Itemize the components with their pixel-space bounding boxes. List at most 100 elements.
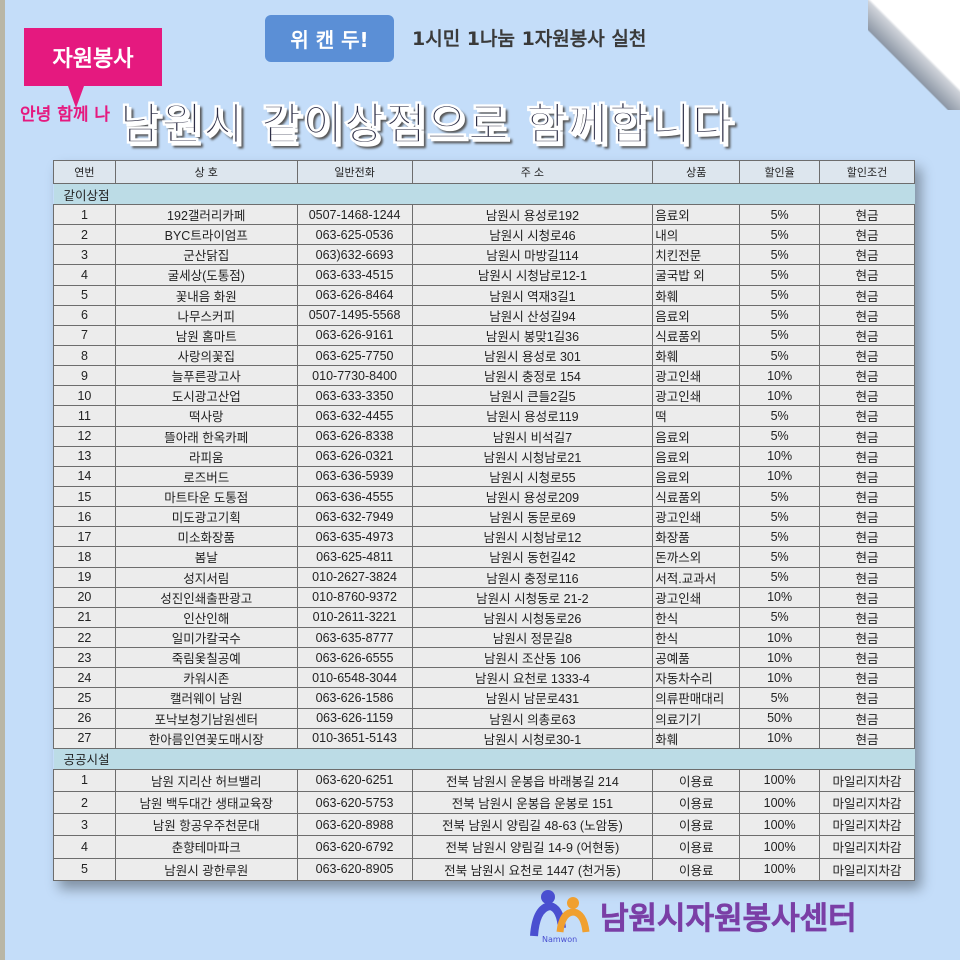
phone: 063-620-8988 [296,813,413,837]
address: 전북 남원시 양림길 48-63 (노암동) [411,813,654,837]
phone: 063-625-0536 [296,224,413,246]
phone: 063-633-4515 [296,264,413,286]
goods: 음료외 [652,445,741,467]
table-row: 8 사랑의꽃집 063-625-7750 남원시 용성로 301 화훼 5% 현금 [53,344,915,367]
page-curl [868,0,960,110]
address: 남원시 큰들2길5 [411,385,654,407]
table-row: 13 라피움 063-626-0321 남원시 시청남로21 음료외 10% 현금 [53,445,915,467]
store-table: 연번 상 호 일반전화 주 소 상품 할인율 할인조건 같이상점 1 192갤러리카… [53,160,915,881]
goods: 음료외 [652,425,741,447]
goods: 서적.교과서 [652,566,741,588]
table-row: 22 일미가칼국수 063-635-8777 남원시 정문길8 한식 10% 현금 [53,626,915,649]
discount-condition: 현금 [819,324,915,346]
discount-condition: 현금 [819,687,915,709]
discount-rate: 10% [739,365,821,387]
address: 남원시 봉맞1길36 [411,324,654,346]
discount-rate: 100% [739,835,821,859]
row-number: 3 [53,244,116,266]
phone: 063-626-9161 [296,324,413,346]
store-name: 미도광고기획 [114,506,298,528]
discount-condition: 현금 [819,344,915,367]
table-row: 5 꽃내음 화원 063-626-8464 남원시 역재3길1 화훼 5% 현금 [53,284,915,306]
discount-rate: 50% [739,707,821,729]
goods: 음료외 [652,304,741,326]
phone: 063-636-4555 [296,485,413,508]
discount-condition: 현금 [819,546,915,568]
discount-rate: 5% [739,405,821,427]
phone: 063-626-6555 [296,647,413,669]
row-number: 1 [53,768,116,792]
row-number: 11 [53,405,116,427]
discount-rate: 100% [739,768,821,792]
table-row: 4 춘향테마파크 063-620-6792 전북 남원시 양림길 14-9 (어현동)… [53,835,915,859]
goods: 화장품 [652,526,741,548]
table-row: 1 남원 지리산 허브밸리 063-620-6251 전북 남원시 운봉읍 바래봉길 … [53,768,915,792]
goods: 음료외 [652,465,741,487]
discount-condition: 현금 [819,727,915,749]
address: 남원시 충정로 154 [411,365,654,387]
goods: 식료품외 [652,485,741,508]
address: 남원시 남문로431 [411,687,654,709]
address: 남원시 시청로55 [411,465,654,487]
phone: 010-2627-3824 [296,566,413,588]
phone: 063-626-0321 [296,445,413,467]
row-number: 18 [53,546,116,568]
discount-condition: 현금 [819,566,915,588]
store-name: 마트타운 도통점 [114,485,298,508]
goods: 음료외 [652,203,741,226]
section-row: 같이상점 [53,183,915,205]
goods: 광고인쇄 [652,385,741,407]
address: 남원시 조산동 106 [411,647,654,669]
table-row: 25 캘러웨이 남원 063-626-1586 남원시 남문로431 의류판매대리 5% 현… [53,687,915,709]
store-name: 일미가칼국수 [114,626,298,649]
discount-rate: 5% [739,203,821,226]
discount-condition: 현금 [819,606,915,628]
row-number: 12 [53,425,116,447]
discount-condition: 현금 [819,284,915,306]
volunteer-tag: 자원봉사 [24,28,162,108]
discount-condition: 현금 [819,465,915,487]
store-name: 성지서림 [114,566,298,588]
goods: 이용료 [652,857,741,881]
discount-condition: 현금 [819,647,915,669]
address: 남원시 요천로 1333-4 [411,667,654,689]
discount-rate: 100% [739,857,821,881]
table-row: 23 죽림옻칠공예 063-626-6555 남원시 조산동 106 공예품 10% 현금 [53,647,915,669]
discount-condition: 현금 [819,264,915,286]
store-name: 굴세상(도통점) [114,264,298,286]
table-row: 2 남원 백두대간 생태교육장 063-620-5753 전북 남원시 운봉읍 운봉로… [53,790,915,815]
discount-rate: 5% [739,526,821,548]
discount-condition: 현금 [819,365,915,387]
address: 남원시 용성로119 [411,405,654,427]
store-name: 군산닭집 [114,244,298,266]
col-header-condition: 할인조건 [819,160,915,184]
discount-condition: 마일리지차감 [819,813,915,837]
row-number: 8 [53,344,116,367]
table-row: 18 봄날 063-625-4811 남원시 동헌길42 돈까스외 5% 현금 [53,546,915,568]
goods: 화훼 [652,727,741,749]
row-number: 2 [53,224,116,246]
table-row: 14 로즈버드 063-636-5939 남원시 시청로55 음료외 10% 현금 [53,465,915,487]
phone: 010-6548-3044 [296,667,413,689]
row-number: 13 [53,445,116,467]
section-label: 공공시설 [53,747,915,770]
address: 남원시 시청동로 21-2 [411,586,654,608]
col-header-address: 주 소 [411,160,654,184]
phone: 063-626-8338 [296,425,413,447]
page-edge [0,0,5,960]
section-label: 같이상점 [53,183,915,205]
table-row: 20 성진인쇄출판광고 010-8760-9372 남원시 시청동로 21-2 광고인쇄… [53,586,915,608]
store-name: 늘푸른광고사 [114,365,298,387]
row-number: 4 [53,264,116,286]
store-name: 꽃내음 화원 [114,284,298,306]
col-header-phone: 일반전화 [296,160,413,184]
phone: 063-635-4973 [296,526,413,548]
goods: 치킨전문 [652,244,741,266]
table-row: 26 포낙보청기남원센터 063-626-1159 남원시 의총로63 의료기기 50% 현… [53,707,915,729]
phone: 063-620-6792 [296,835,413,859]
goods: 화훼 [652,344,741,367]
store-name: 봄날 [114,546,298,568]
row-number: 10 [53,385,116,407]
row-number: 16 [53,506,116,528]
goods: 한식 [652,626,741,649]
